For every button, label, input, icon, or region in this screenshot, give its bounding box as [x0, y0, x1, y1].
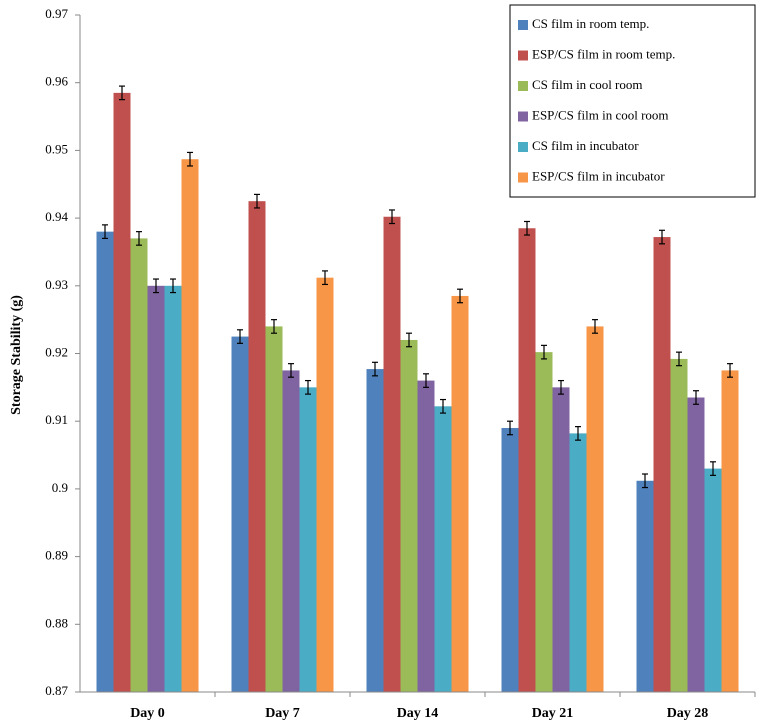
bar: [231, 336, 249, 692]
error-bar: [659, 229, 665, 245]
error-bar: [558, 379, 564, 395]
y-tick-label: 0.96: [45, 74, 68, 89]
bar: [687, 397, 705, 692]
error-bar: [541, 344, 547, 360]
legend-label: ESP/CS film in room temp.: [532, 46, 675, 61]
error-bar: [254, 193, 260, 209]
error-bar: [676, 351, 682, 367]
y-tick-label: 0.92: [45, 344, 68, 359]
error-bar: [187, 151, 193, 167]
bar: [518, 228, 536, 692]
y-tick-label: 0.95: [45, 141, 68, 156]
bar: [653, 237, 671, 692]
error-bar: [693, 390, 699, 405]
legend-swatch: [518, 50, 528, 61]
bar: [670, 358, 688, 692]
bar: [400, 339, 418, 692]
bar: [164, 285, 182, 692]
bar: [451, 295, 469, 692]
legend-swatch: [518, 172, 528, 183]
y-tick-label: 0.97: [45, 6, 68, 21]
error-bar: [271, 319, 277, 334]
legend-label: ESP/CS film in incubator: [532, 168, 665, 183]
bar: [181, 159, 199, 693]
error-bar: [153, 278, 159, 294]
legend-box: [509, 4, 756, 198]
x-tick-label: Day 14: [397, 706, 439, 721]
error-bar: [710, 461, 716, 476]
y-tick-label: 0.94: [45, 209, 68, 224]
legend-swatch: [518, 142, 528, 152]
bar: [383, 216, 401, 692]
error-bar: [389, 209, 395, 225]
bar: [147, 285, 165, 692]
y-tick-label: 0.9: [52, 480, 68, 495]
y-tick-label: 0.91: [45, 412, 68, 427]
bar: [417, 380, 435, 692]
bar: [721, 370, 739, 692]
bar: [282, 370, 300, 692]
y-axis-title: Storage Stability (g): [9, 295, 24, 415]
y-tick-label: 0.88: [45, 615, 68, 630]
error-bar: [237, 329, 243, 344]
bar: [265, 326, 283, 692]
y-tick-label: 0.93: [45, 277, 68, 292]
x-tick-label: Day 7: [265, 706, 300, 721]
error-bar: [119, 85, 125, 101]
error-bar: [372, 361, 378, 377]
error-bar: [406, 332, 412, 348]
error-bar: [322, 270, 328, 286]
legend-swatch: [518, 111, 528, 122]
error-bar: [305, 379, 311, 395]
error-bar: [507, 420, 513, 436]
error-bar: [575, 426, 581, 441]
legend-swatch: [518, 20, 528, 30]
bar: [248, 201, 266, 693]
error-bar: [727, 363, 733, 378]
error-bar: [592, 319, 598, 334]
bar: [586, 326, 604, 692]
error-bar: [423, 373, 429, 388]
bar: [569, 433, 587, 692]
y-tick-label: 0.87: [45, 683, 68, 698]
bar: [366, 369, 384, 692]
legend-label: ESP/CS film in cool room: [532, 107, 669, 122]
bar: [535, 352, 553, 692]
error-bar: [102, 224, 108, 240]
bar: [552, 387, 570, 692]
x-tick-label: Day 21: [532, 706, 574, 721]
bar: [113, 92, 131, 693]
error-bar: [136, 231, 142, 246]
error-bar: [440, 398, 446, 414]
error-bar: [170, 278, 176, 294]
bar: [434, 406, 452, 692]
bar: [96, 231, 114, 692]
error-bar: [524, 220, 530, 236]
x-tick-label: Day 0: [130, 706, 165, 721]
bar: [636, 480, 654, 692]
x-tick-label: Day 28: [667, 706, 709, 721]
error-bar: [288, 363, 294, 378]
bar: [704, 468, 722, 692]
legend-label: CS film in incubator: [532, 138, 639, 153]
bar: [501, 427, 519, 692]
legend-label: CS film in cool room: [532, 77, 643, 92]
error-bar: [457, 288, 463, 304]
bar: [299, 387, 317, 692]
y-tick-label: 0.89: [45, 548, 68, 563]
bar: [316, 277, 334, 692]
error-bar: [642, 473, 648, 489]
legend-label: CS film in room temp.: [532, 16, 649, 31]
bar: [130, 238, 148, 692]
legend-swatch: [518, 81, 528, 91]
